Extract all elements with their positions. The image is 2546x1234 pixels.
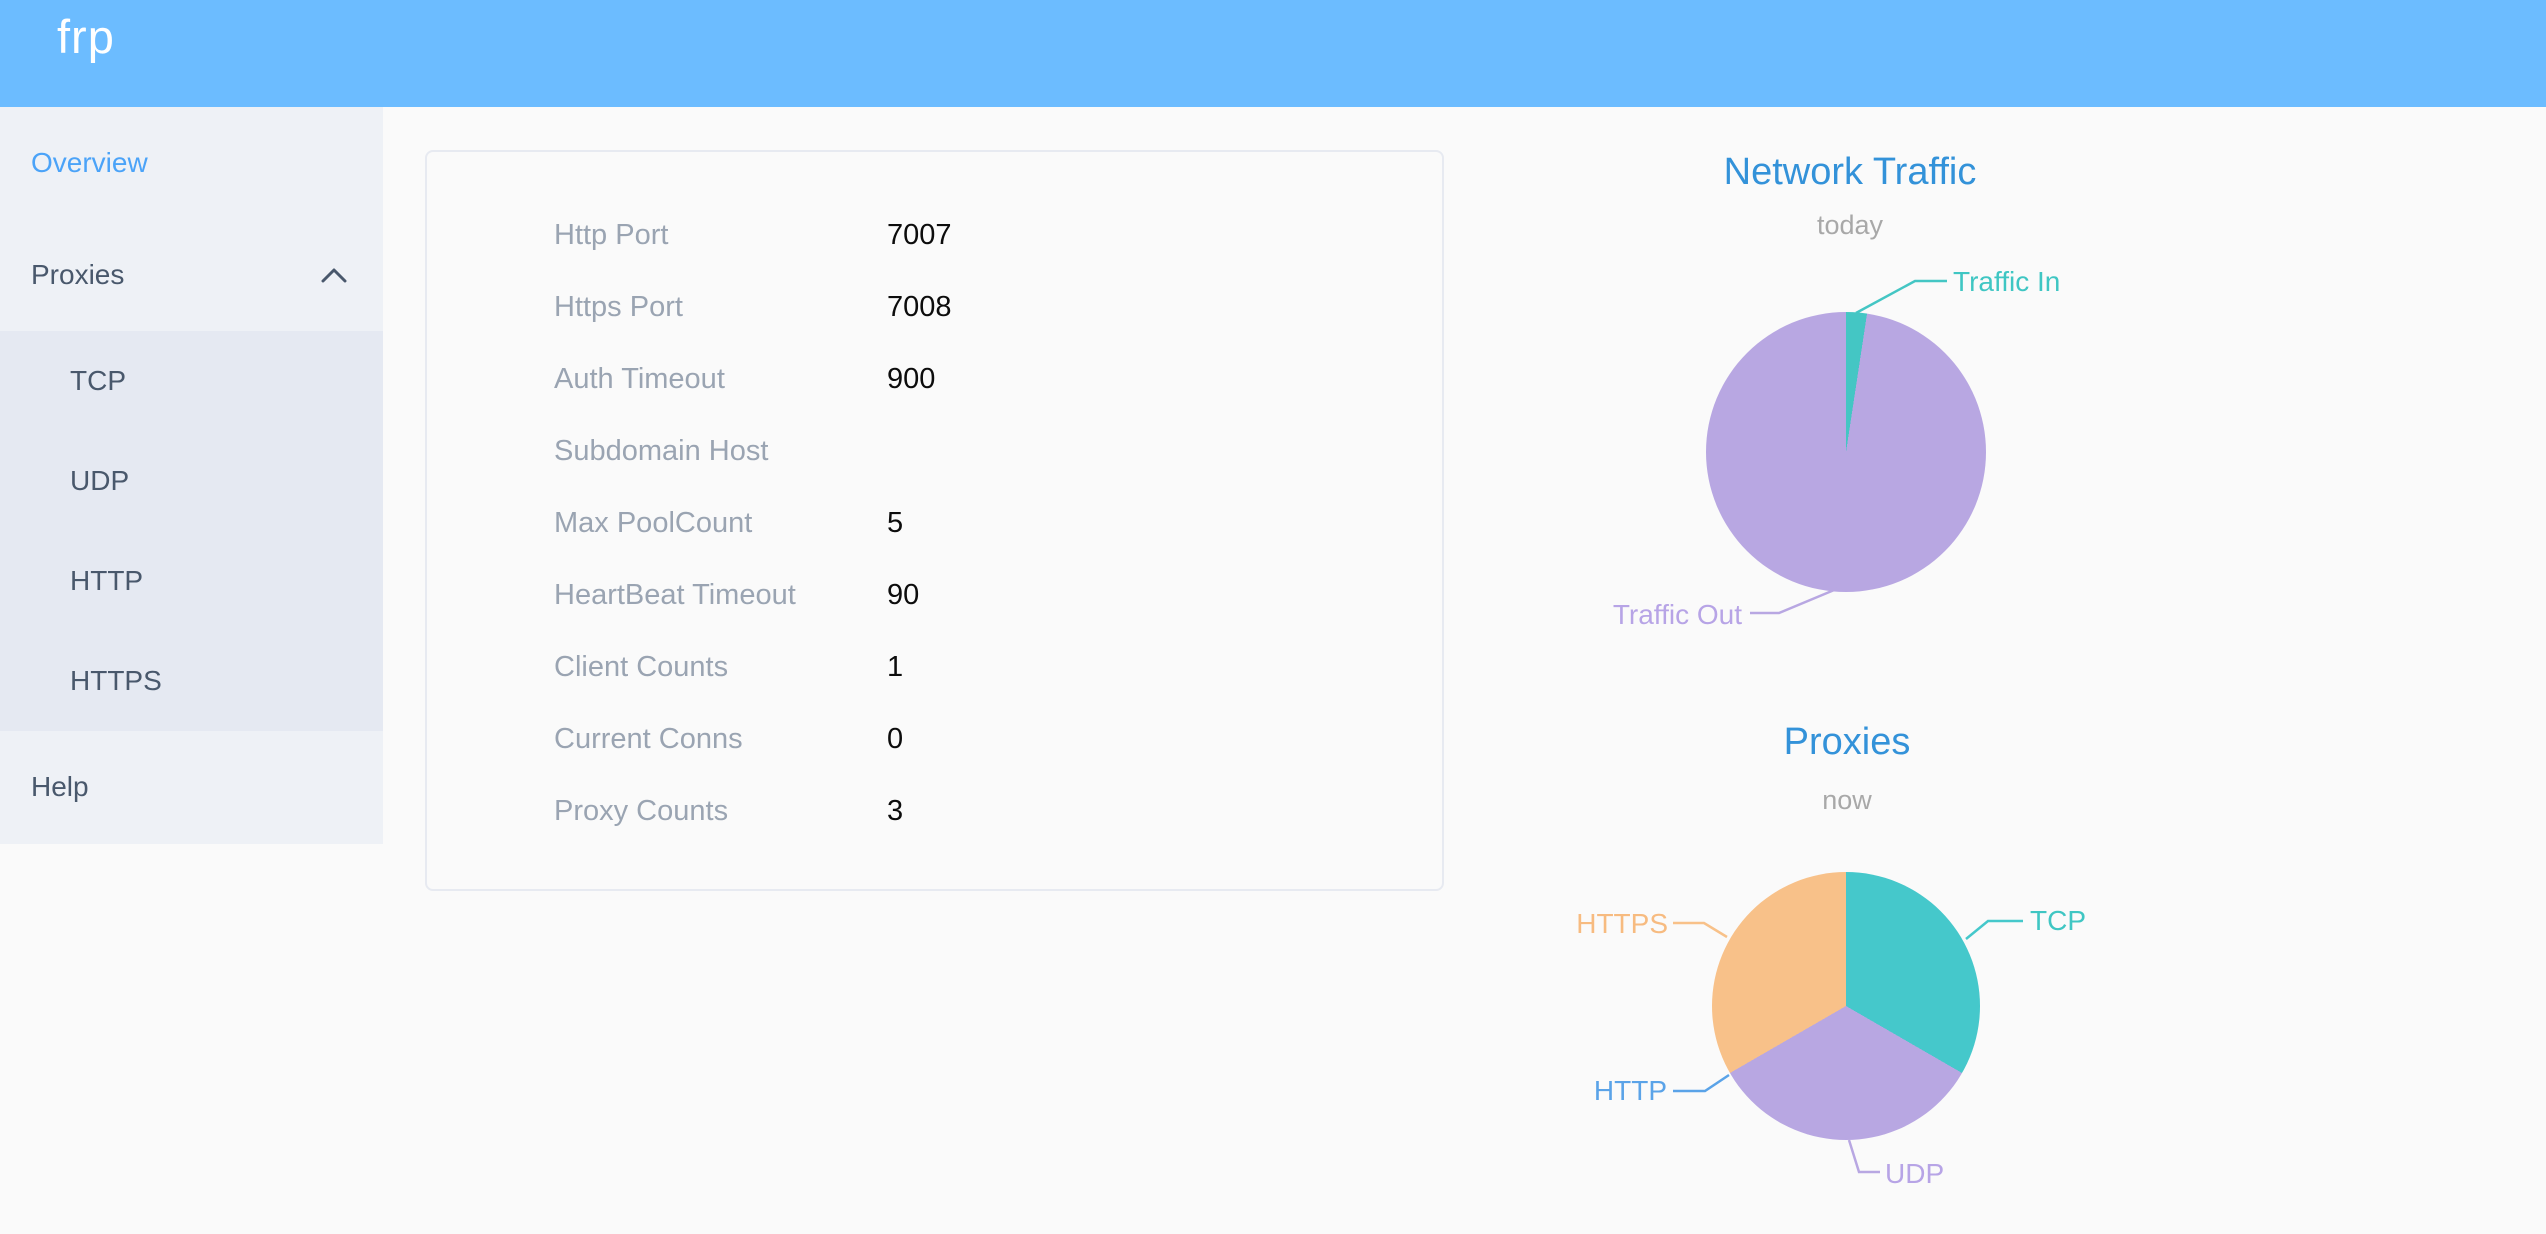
sidebar-item-label: Proxies	[31, 259, 125, 290]
pie-label-http: HTTP	[1593, 1075, 1667, 1106]
proxies-submenu: TCP UDP HTTP HTTPS	[0, 331, 383, 731]
config-label: Http Port	[554, 218, 669, 251]
traffic-in-callout-line	[1855, 279, 1947, 315]
sidebar-item-http[interactable]: HTTP	[0, 531, 383, 631]
sidebar-item-label: Help	[31, 771, 89, 802]
sidebar-item-https[interactable]: HTTPS	[0, 631, 383, 731]
chevron-up-icon	[321, 268, 347, 283]
config-row: Subdomain Host	[554, 415, 1442, 487]
config-label: HeartBeat Timeout	[554, 578, 796, 611]
network-traffic-subtitle: today	[1816, 210, 1884, 240]
config-label: Current Conns	[554, 722, 743, 755]
sidebar-item-label: HTTP	[70, 565, 144, 596]
config-value: 0	[887, 722, 904, 755]
config-row: Auth Timeout 900	[554, 343, 1442, 415]
pie-label-traffic-out: Traffic Out	[1612, 599, 1742, 630]
config-row: Http Port 7007	[554, 199, 1442, 271]
config-row: Https Port 7008	[554, 271, 1442, 343]
config-row: Max PoolCount 5	[554, 487, 1442, 559]
config-row: Proxy Counts 3	[554, 775, 1442, 847]
network-traffic-title: Network Traffic	[1723, 151, 1977, 193]
sidebar-item-udp[interactable]: UDP	[0, 431, 383, 531]
https-callout-line	[1673, 921, 1728, 939]
proxies-pie	[1712, 872, 1980, 1140]
config-label: Client Counts	[554, 650, 729, 683]
sidebar-item-label: HTTPS	[70, 665, 162, 696]
sidebar-item-tcp[interactable]: TCP	[0, 331, 383, 431]
config-value: 7008	[887, 290, 952, 323]
config-value: 900	[887, 362, 936, 395]
sidebar-item-proxies[interactable]: Proxies	[0, 219, 383, 331]
traffic-out-callout-line	[1750, 586, 1840, 615]
config-row: Current Conns 0	[554, 703, 1442, 775]
pie-label-tcp: TCP	[2030, 905, 2086, 936]
http-callout-line	[1673, 1073, 1730, 1093]
config-value: 1	[887, 650, 904, 683]
app-header: frp	[0, 0, 2546, 107]
pie-label-traffic-in: Traffic In	[1953, 266, 2061, 297]
config-label: Https Port	[554, 290, 683, 323]
network-traffic-pie	[1706, 312, 1986, 592]
udp-callout-line	[1847, 1139, 1880, 1174]
proxies-title: Proxies	[1783, 721, 1911, 763]
config-label: Max PoolCount	[554, 506, 753, 539]
sidebar-item-label: Overview	[31, 147, 148, 178]
config-value: 3	[887, 794, 904, 827]
sidebar-item-help[interactable]: Help	[0, 731, 383, 843]
tcp-callout-line	[1965, 919, 2023, 940]
config-value: 5	[887, 506, 904, 539]
config-row: HeartBeat Timeout 90	[554, 559, 1442, 631]
app-logo: frp	[57, 10, 115, 63]
config-row: Client Counts 1	[554, 631, 1442, 703]
proxies-subtitle: now	[1822, 785, 1872, 815]
pie-label-udp: UDP	[1885, 1158, 1945, 1189]
config-value: 90	[887, 578, 920, 611]
sidebar-item-overview[interactable]: Overview	[0, 107, 383, 219]
sidebar-item-label: UDP	[70, 465, 130, 496]
config-label: Proxy Counts	[554, 794, 729, 827]
config-value: 7007	[887, 218, 952, 251]
sidebar-item-label: TCP	[70, 365, 126, 396]
server-info-card: Http Port 7007 Https Port 7008 Auth Time…	[425, 150, 1444, 891]
config-label: Subdomain Host	[554, 434, 769, 467]
config-label: Auth Timeout	[554, 362, 725, 395]
pie-label-https: HTTPS	[1576, 908, 1668, 939]
sidebar: Overview Proxies TCP UDP HTTP HTTPS Help	[0, 107, 383, 844]
